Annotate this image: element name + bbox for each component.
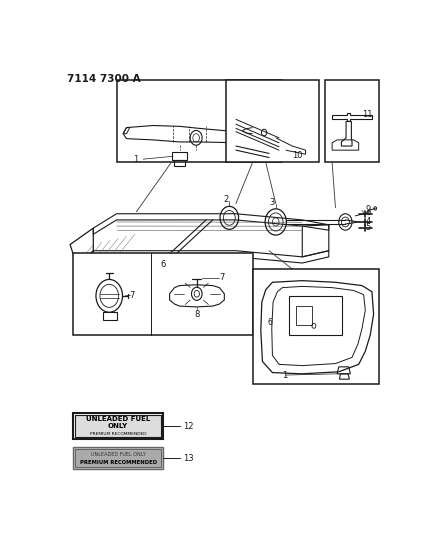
Text: 7: 7: [130, 292, 135, 300]
Text: PREMIUM RECOMMENDED: PREMIUM RECOMMENDED: [80, 460, 157, 465]
Text: UNLEADED FUEL ONLY: UNLEADED FUEL ONLY: [91, 451, 146, 457]
Text: ONLY: ONLY: [108, 423, 128, 429]
Bar: [74, 413, 163, 440]
Text: PREMIUM RECOMMENDED: PREMIUM RECOMMENDED: [90, 432, 146, 435]
Text: 13: 13: [183, 454, 193, 463]
Text: 1: 1: [133, 155, 138, 164]
Text: 2: 2: [223, 195, 229, 204]
Text: 12: 12: [183, 422, 193, 431]
Text: 11: 11: [362, 109, 372, 118]
Bar: [253, 269, 378, 384]
Bar: [75, 415, 161, 437]
Text: 9: 9: [365, 205, 371, 214]
Text: 7: 7: [219, 273, 225, 282]
Text: 5: 5: [365, 223, 371, 232]
Text: 6: 6: [160, 260, 166, 269]
Text: 6: 6: [268, 318, 272, 327]
Bar: [74, 253, 253, 335]
Bar: [226, 80, 319, 163]
Text: 4: 4: [365, 216, 371, 225]
Text: 1: 1: [282, 372, 287, 381]
Bar: [289, 296, 342, 335]
Bar: [296, 306, 312, 325]
Bar: [325, 80, 378, 163]
Text: 7114 7300 A: 7114 7300 A: [67, 74, 140, 84]
Bar: [74, 447, 163, 470]
Text: 10: 10: [292, 150, 303, 159]
Text: UNLEADED FUEL: UNLEADED FUEL: [86, 416, 150, 423]
Bar: [116, 80, 282, 163]
Text: 8: 8: [194, 310, 199, 319]
Bar: [75, 449, 161, 467]
Text: 3: 3: [270, 198, 275, 207]
